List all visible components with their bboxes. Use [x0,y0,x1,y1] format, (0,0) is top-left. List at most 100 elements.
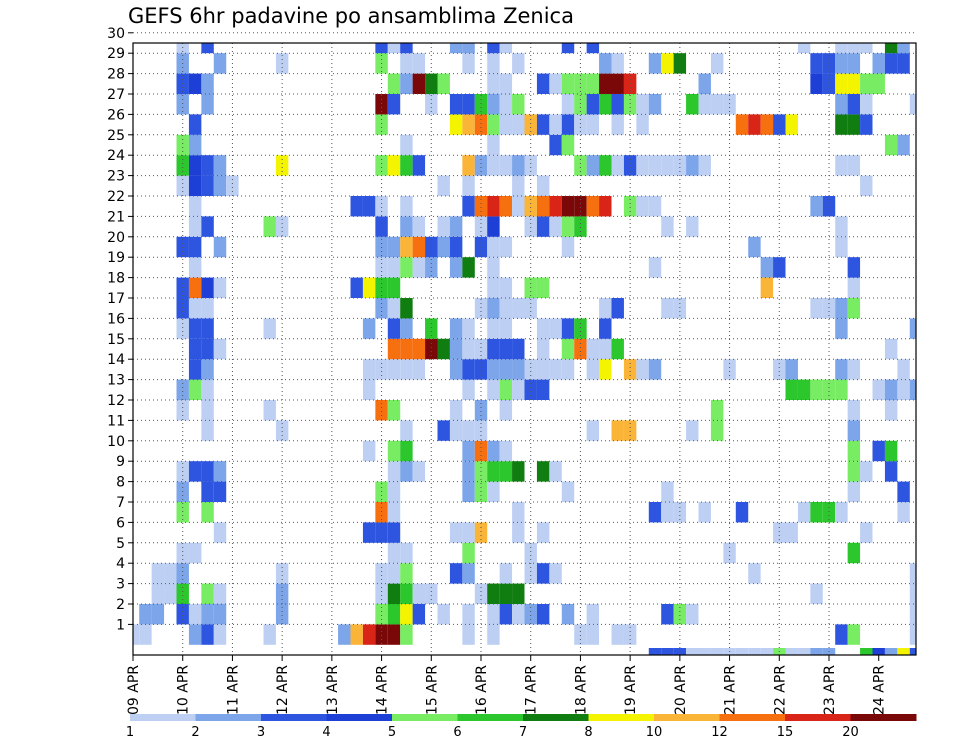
heatmap-cell [487,43,500,54]
heatmap-cell [723,94,736,115]
heatmap-cell [474,338,488,360]
heatmap-cell [375,298,388,319]
heatmap-cell [412,359,426,380]
heatmap-cell [188,338,202,360]
heatmap-cell [400,583,413,604]
heatmap-cell [387,461,401,482]
heatmap-cell [387,563,401,584]
heatmap-cell [847,94,861,115]
heatmap-cell [673,298,687,319]
y-tick-label: 19 [107,250,125,266]
heatmap-cell [586,94,600,115]
heatmap-cell [362,440,376,462]
heatmap-cell [213,461,227,482]
heatmap-cell [661,481,674,502]
y-tick-label: 20 [107,230,125,246]
y-tick-label: 14 [107,352,125,368]
heatmap-cell [188,155,202,176]
colorbar-label: 3 [257,725,265,740]
heatmap-cell [375,196,388,217]
heatmap-cell [860,522,873,543]
colorbar-label: 1 [126,725,134,740]
heatmap-cell [387,583,401,604]
heatmap-cell [474,359,488,380]
heatmap-cell [487,379,500,400]
y-tick-label: 25 [107,128,125,144]
heatmap-cell [847,257,861,278]
heatmap-cell [599,359,612,380]
heatmap-cell [362,624,376,645]
heatmap-cell [400,420,413,441]
y-tick-label: 10 [107,434,125,450]
heatmap-cell [536,175,550,196]
heatmap-cell [847,53,861,74]
heatmap-cell [375,522,388,543]
heatmap-cell [847,277,861,298]
heatmap-cell [735,648,749,655]
heatmap-cell [188,257,202,278]
heatmap-cell [586,604,600,625]
heatmap-cell [375,400,388,421]
heatmap-cell [133,624,140,645]
heatmap-cell [387,73,401,94]
heatmap-cell [586,73,600,94]
heatmap-cell [499,94,513,115]
heatmap-cell [822,502,836,523]
heatmap-cell [847,73,861,94]
heatmap-cell [561,236,575,258]
heatmap-cell [698,73,711,94]
heatmap-cell [188,175,202,196]
heatmap-cell [375,43,388,54]
heatmap-cell [549,563,562,584]
heatmap-cell [661,298,674,319]
heatmap-cell [462,604,475,625]
heatmap-cell [512,114,525,135]
heatmap-cell [872,379,885,400]
heatmap-cell [412,73,426,94]
heatmap-cell [201,277,214,298]
heatmap-cell [549,318,562,339]
heatmap-cell [151,583,165,604]
heatmap-cell [536,359,550,380]
heatmap-cell [462,481,475,502]
heatmap-cell [487,216,500,237]
heatmap-cell [425,94,438,115]
heatmap-cell [524,196,537,217]
heatmap-cell [176,563,189,584]
heatmap-cell [897,53,910,74]
heatmap-cell [524,542,537,564]
heatmap-cell [599,73,612,94]
heatmap-cell [201,481,214,502]
heatmap-cell [561,94,575,115]
heatmap-cell [710,94,724,115]
heatmap-cell [835,379,848,400]
heatmap-cell [437,604,450,625]
heatmap-cell [188,216,202,237]
heatmap-cell [188,379,202,400]
colorbar-label: 7 [519,725,527,740]
heatmap-cell [785,379,798,400]
heatmap-cell [201,400,214,421]
heatmap-cell [785,648,798,655]
heatmap-cell [387,481,401,502]
heatmap-cell [623,94,637,115]
heatmap-cell [487,277,500,298]
heatmap-cell [462,461,475,482]
heatmap-cell [499,400,513,421]
heatmap-cell [735,502,749,523]
heatmap-cell [188,624,202,645]
heatmap-cell [599,318,612,339]
y-tick-label: 27 [107,87,125,103]
y-tick-label: 28 [107,67,125,83]
heatmap-cell [462,379,475,400]
heatmap-cell [673,155,687,176]
heatmap-cell [362,359,376,380]
heatmap-cell [362,379,376,400]
heatmap-cell [698,94,711,115]
heatmap-cell [611,94,624,115]
colorbar-label: 4 [322,725,330,740]
y-tick-label: 6 [116,515,125,531]
heatmap-cell [723,542,736,564]
heatmap-cell [474,155,488,176]
heatmap-cell [462,94,475,115]
